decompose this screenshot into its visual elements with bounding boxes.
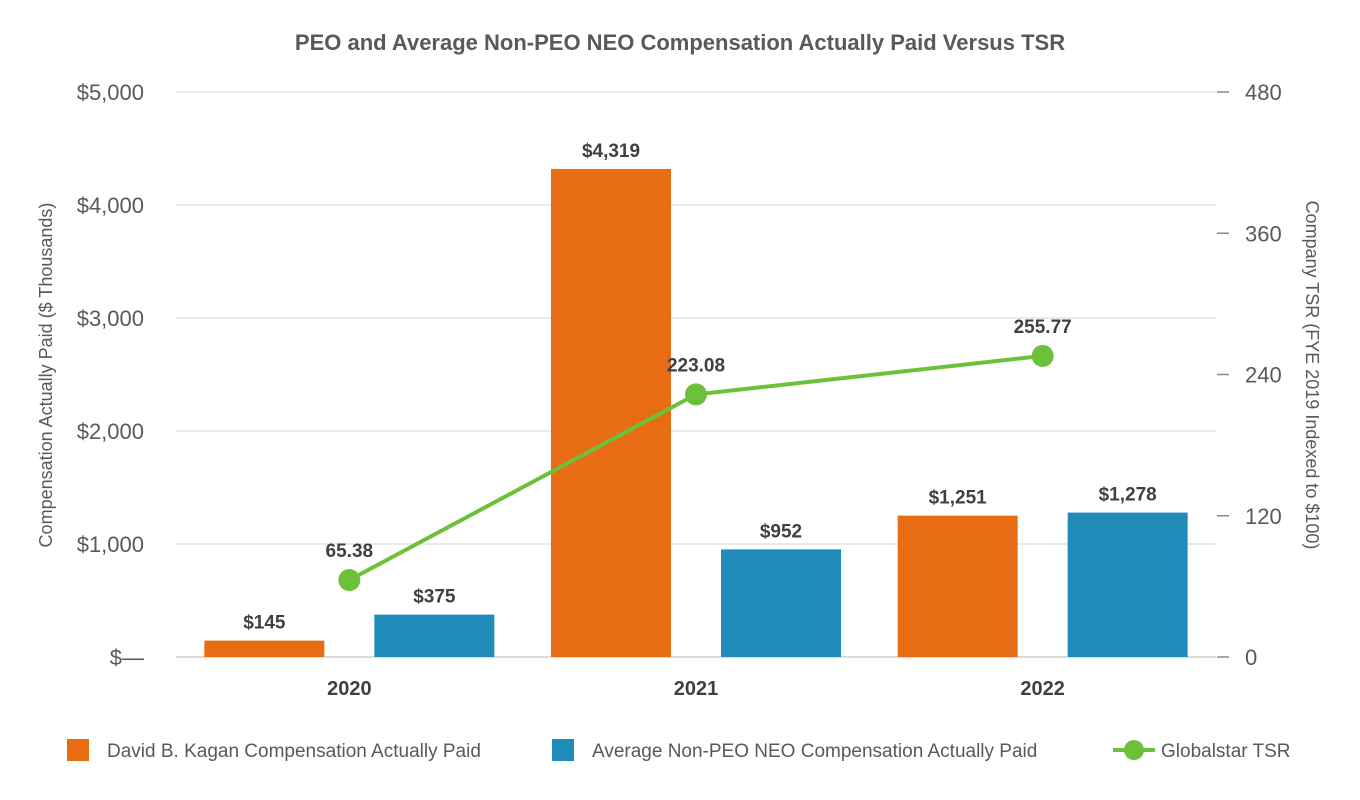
chart-title: PEO and Average Non-PEO NEO Compensation…: [295, 30, 1065, 55]
x-tick-label: 2021: [674, 678, 719, 700]
bar-value-label: $1,251: [929, 488, 988, 509]
y-tick-label: $5,000: [77, 80, 144, 105]
bars: [204, 168, 1188, 657]
y2-axis-ticks: 0 120 240 360 480: [1217, 80, 1282, 670]
bar: [1067, 512, 1188, 657]
bar: [204, 640, 325, 657]
y2-tick-label: 240: [1245, 363, 1282, 388]
x-tick-label: 2020: [327, 678, 372, 700]
y-tick-label: $1,000: [77, 532, 144, 557]
bar-value-label: $4,319: [582, 141, 640, 162]
y2-tick-label: 480: [1245, 80, 1282, 105]
tsr-point: [1031, 344, 1054, 367]
bar-labels: $145 $4,319 $1,251 $375 $952 $1,278: [243, 141, 1157, 634]
y-axis-ticks: $— $1,000 $2,000 $3,000 $4,000 $5,000: [77, 80, 144, 670]
legend-swatch: [552, 739, 574, 761]
y2-tick-label: 360: [1245, 221, 1282, 246]
y-tick-label: $2,000: [77, 419, 144, 444]
legend-label: Average Non-PEO NEO Compensation Actuall…: [592, 741, 1037, 762]
y2-tick-label: 120: [1245, 504, 1282, 529]
bar-value-label: $145: [243, 613, 286, 634]
bar: [374, 614, 495, 657]
y-tick-label: $—: [110, 645, 144, 670]
legend-label: David B. Kagan Compensation Actually Pai…: [107, 741, 481, 762]
y2-tick-label: 0: [1245, 645, 1257, 670]
x-axis-ticks: 2020 2021 2022: [327, 678, 1065, 700]
tsr-value-label: 255.77: [1014, 317, 1072, 338]
y-tick-label: $3,000: [77, 306, 144, 331]
legend-label: Globalstar TSR: [1161, 741, 1291, 762]
legend: David B. Kagan Compensation Actually Pai…: [67, 739, 1291, 762]
tsr-value-label: 223.08: [667, 355, 725, 376]
y2-axis-label: Company TSR (FYE 2019 Indexed to $100): [1302, 201, 1322, 550]
y-axis-label: Compensation Actually Paid ($ Thousands): [36, 203, 56, 548]
tsr-point: [338, 569, 361, 592]
tsr-value-label: 65.38: [326, 541, 374, 562]
x-tick-label: 2022: [1020, 678, 1065, 700]
legend-marker: [1124, 740, 1144, 760]
tsr-point: [685, 383, 707, 406]
y-tick-label: $4,000: [77, 193, 144, 218]
bar: [897, 515, 1018, 657]
tsr-line-group: 65.38 223.08 255.77: [326, 317, 1072, 592]
bar: [551, 168, 671, 657]
bar-value-label: $952: [760, 521, 802, 542]
bar-value-label: $375: [413, 587, 456, 608]
bar: [721, 549, 841, 657]
bar-value-label: $1,278: [1099, 485, 1157, 506]
legend-swatch: [67, 739, 89, 761]
gridlines: [176, 91, 1216, 658]
